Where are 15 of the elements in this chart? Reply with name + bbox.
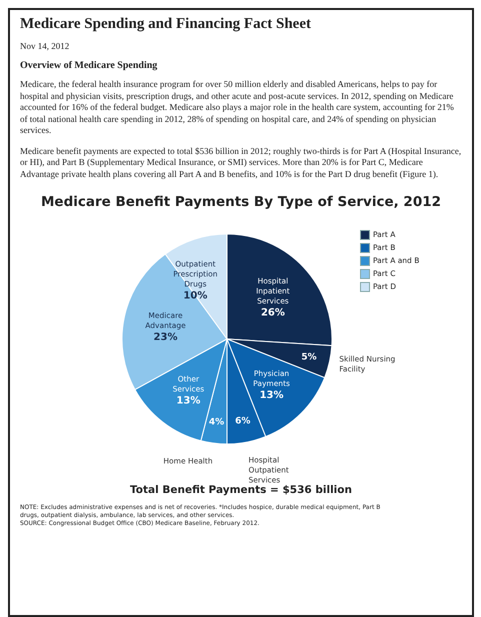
text: Medicare benefit payments are expected to total $536 billion in 2012; roughly two-thirds is for Part A (Hospital Insurance, or HI), and Part B (Supplementary Medical Insurance, or SMI) services. More than 20% is for Part C, Medicare Advantage private health plans covering all Part A and B benefits, and 10% is for the Part D drug benefit (Figure 1).	[20, 146, 462, 180]
data-label: 6%	[235, 416, 250, 427]
data-label: 23%	[154, 332, 178, 343]
text: Medicare, the federal health insurance program for over 50 million elderly and disabled Americans, helps to pay for hospital and physician visits, prescription drugs, and other acute and post-acute services. In 2012, spending on Medicare accounted for 16% of the federal budget. Medicare also plays a major role in the health care system, accounting for 21% of total national health care spending in 2012, 28% of spending on hospital care, and 24% of spending on physician services.	[20, 79, 455, 136]
data-label: 5%	[301, 352, 317, 362]
text: Total Benefit Payments = $536 billion	[129, 484, 353, 496]
data-label: 10%	[183, 290, 208, 302]
data-label: 4%	[208, 417, 224, 428]
data-label: 26%	[260, 307, 285, 318]
text: Overview of Medicare Spending	[20, 60, 158, 71]
text: Nov 14, 2012	[20, 41, 70, 51]
data-label: 13%	[176, 395, 200, 406]
text: Medicare Spending and Financing Fact Sheet	[20, 16, 312, 33]
chart-title: Medicare Benefit Payments By Type of Service, 2012	[40, 194, 442, 210]
data-label: 13%	[260, 390, 284, 402]
